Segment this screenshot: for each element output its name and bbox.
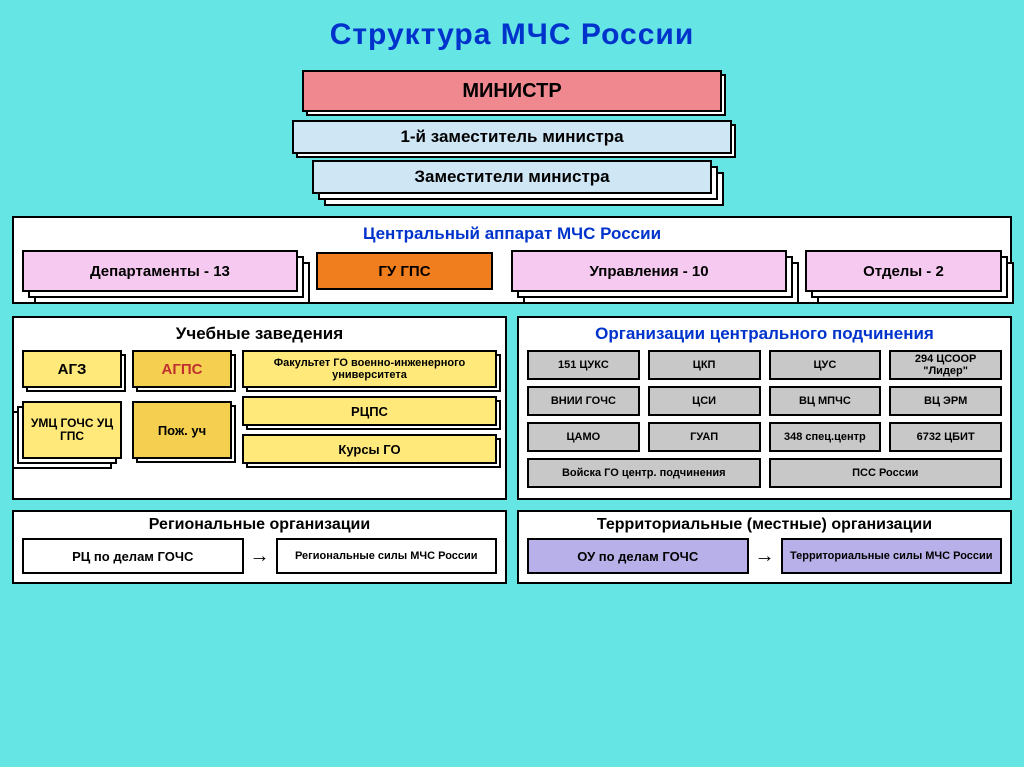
org-item: ГУАП — [648, 422, 761, 452]
deputies-box: Заместители министра — [312, 160, 712, 194]
minister-box: МИНИСТР — [302, 70, 722, 112]
regional-left-box: РЦ по делам ГОЧС — [22, 538, 244, 574]
agps-box: АГПС — [132, 350, 232, 388]
departments-box: Департаменты - 13 — [22, 250, 298, 292]
regional-title: Региональные организации — [22, 516, 497, 534]
gugps-box: ГУ ГПС — [316, 252, 493, 290]
central-title: Центральный аппарат МЧС России — [22, 224, 1002, 244]
org-item: ВЦ ЭРМ — [889, 386, 1002, 416]
territorial-panel: Территориальные (местные) организации ОУ… — [517, 510, 1012, 584]
minister-label: МИНИСТР — [302, 70, 722, 112]
org-item: ВЦ МПЧС — [769, 386, 882, 416]
org-item-wide: ПСС России — [769, 458, 1003, 488]
regional-right-box: Региональные силы МЧС России — [276, 538, 498, 574]
org-title: Организации центрального подчинения — [527, 324, 1002, 344]
org-item: ЦУС — [769, 350, 882, 380]
org-item: ВНИИ ГОЧС — [527, 386, 640, 416]
page-title: Структура МЧС России — [12, 18, 1012, 52]
regional-right-label: Региональные силы МЧС России — [276, 538, 498, 574]
org-item: 6732 ЦБИТ — [889, 422, 1002, 452]
faculty-box: Факультет ГО военно-инженерного универси… — [242, 350, 497, 388]
otdely-box: Отделы - 2 — [805, 250, 1002, 292]
territorial-right-label: Территориальные силы МЧС России — [781, 538, 1003, 574]
umc-label: УМЦ ГОЧС УЦ ГПС — [22, 401, 122, 459]
gugps-label: ГУ ГПС — [316, 252, 493, 290]
faculty-label: Факультет ГО военно-инженерного универси… — [242, 350, 497, 388]
territorial-right-box: Территориальные силы МЧС России — [781, 538, 1003, 574]
org-panel: Организации центрального подчинения 151 … — [517, 316, 1012, 500]
regional-panel: Региональные организации РЦ по делам ГОЧ… — [12, 510, 507, 584]
first-deputy-box: 1-й заместитель министра — [292, 120, 732, 154]
org-item: ЦКП — [648, 350, 761, 380]
edu-title: Учебные заведения — [22, 324, 497, 344]
territorial-left-label: ОУ по делам ГОЧС — [527, 538, 749, 574]
org-item: 348 спец.центр — [769, 422, 882, 452]
territorial-left-box: ОУ по делам ГОЧС — [527, 538, 749, 574]
org-grid: 151 ЦУКС ЦКП ЦУС 294 ЦСООР "Лидер" ВНИИ … — [527, 350, 1002, 488]
first-deputy-label: 1-й заместитель министра — [292, 120, 732, 154]
central-panel: Центральный аппарат МЧС России Департаме… — [12, 216, 1012, 304]
org-item: ЦАМО — [527, 422, 640, 452]
agz-label: АГЗ — [22, 350, 122, 388]
agz-box: АГЗ — [22, 350, 122, 388]
org-item: 151 ЦУКС — [527, 350, 640, 380]
upravleniya-box: Управления - 10 — [511, 250, 787, 292]
territorial-title: Территориальные (местные) организации — [527, 516, 1002, 534]
courses-box: Курсы ГО — [242, 434, 497, 464]
courses-label: Курсы ГО — [242, 434, 497, 464]
rcps-label: РЦПС — [242, 396, 497, 426]
pozh-box: Пож. уч — [132, 401, 232, 459]
deputies-label: Заместители министра — [312, 160, 712, 194]
org-item: ЦСИ — [648, 386, 761, 416]
arrow-icon: → — [755, 545, 775, 568]
org-item: 294 ЦСООР "Лидер" — [889, 350, 1002, 380]
departments-label: Департаменты - 13 — [22, 250, 298, 292]
edu-panel: Учебные заведения АГЗ АГПС Факультет ГО … — [12, 316, 507, 500]
agps-label: АГПС — [132, 350, 232, 388]
upravleniya-label: Управления - 10 — [511, 250, 787, 292]
otdely-label: Отделы - 2 — [805, 250, 1002, 292]
umc-box: УМЦ ГОЧС УЦ ГПС — [22, 401, 122, 459]
regional-left-label: РЦ по делам ГОЧС — [22, 538, 244, 574]
org-item-wide: Войска ГО центр. подчинения — [527, 458, 761, 488]
arrow-icon: → — [250, 545, 270, 568]
pozh-label: Пож. уч — [132, 401, 232, 459]
rcps-box: РЦПС — [242, 396, 497, 426]
